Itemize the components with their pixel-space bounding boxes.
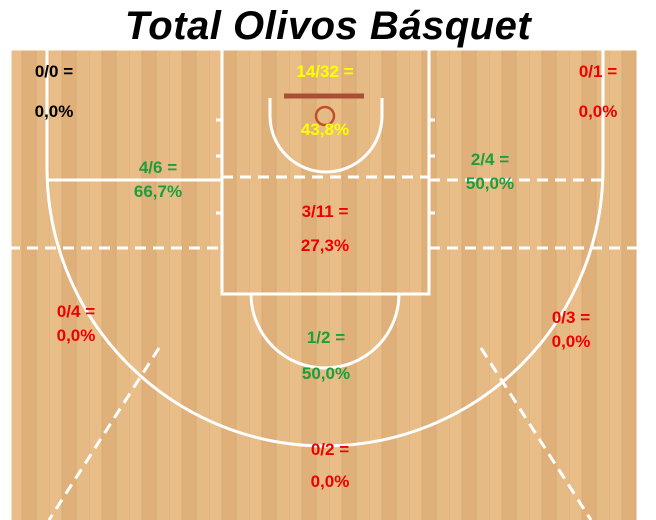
zone-right-corner-ratio: 0/1 = [578, 62, 618, 81]
zone-paint-pct: 27,3% [300, 236, 350, 255]
zone-right-corner-pct: 0,0% [578, 102, 618, 121]
rim [314, 105, 336, 127]
zone-right-elbow-pct: 50,0% [465, 174, 515, 193]
restricted-area-arc [268, 98, 384, 174]
zone-right-elbow: 2/4 = 50,0% [450, 150, 530, 194]
zone-left-wing-pct: 0,0% [56, 326, 96, 345]
zone-right-wing: 0/3 = 0,0% [531, 308, 611, 352]
three-point-line [45, 48, 605, 448]
zone-left-elbow: 4/6 = 66,7% [118, 158, 198, 202]
zone-divider-lines [9, 175, 639, 520]
zone-left-wing-ratio: 0/4 = [56, 302, 96, 321]
zone-restricted-pct: 43,8% [300, 120, 350, 139]
zone-paint-ratio: 3/11 = [301, 202, 349, 221]
zone-left-corner: 0/0 = 0,0% [14, 62, 94, 122]
zone-left-elbow-ratio: 4/6 = [138, 158, 178, 177]
zone-right-wing-ratio: 0/3 = [551, 308, 591, 327]
zone-paint: 3/11 = 27,3% [285, 202, 365, 256]
zone-top-three-ratio: 0/2 = [310, 440, 350, 459]
free-throw-lane [220, 48, 431, 296]
zone-top-three-pct: 0,0% [310, 472, 350, 491]
zone-left-corner-ratio: 0/0 = [34, 62, 74, 81]
basketball-court: 0/0 = 0,0% 0/1 = 0,0% 14/32 = 43,8% 4/6 … [9, 48, 639, 520]
zone-top-key-pct: 50,0% [301, 364, 351, 383]
zone-left-elbow-pct: 66,7% [133, 182, 183, 201]
zone-restricted: 14/32 = 43,8% [285, 62, 365, 140]
zone-top-key-ratio: 1/2 = [306, 328, 346, 347]
zone-restricted-ratio: 14/32 = [296, 62, 354, 81]
zone-top-key: 1/2 = 50,0% [286, 328, 366, 384]
zone-right-elbow-ratio: 2/4 = [470, 150, 510, 169]
zone-right-corner: 0/1 = 0,0% [558, 62, 638, 122]
zone-top-three: 0/2 = 0,0% [290, 440, 370, 492]
chart-title: Total Olivos Básquet [124, 4, 532, 48]
zone-left-wing: 0/4 = 0,0% [36, 302, 116, 346]
zone-right-wing-pct: 0,0% [551, 332, 591, 351]
free-throw-circle [249, 293, 401, 370]
diagonal-right [479, 347, 593, 520]
diagonal-left [47, 347, 161, 520]
court-lines [9, 48, 639, 520]
court-floor [9, 48, 639, 520]
zone-left-corner-pct: 0,0% [34, 102, 74, 121]
court-drawing [9, 48, 639, 520]
